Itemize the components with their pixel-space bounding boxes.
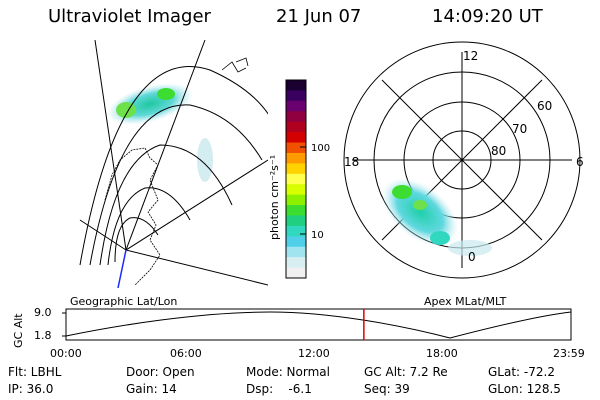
mode-info: Mode: Normal (246, 365, 330, 379)
glat-info: GLat: -72.2 (488, 365, 555, 379)
colorbar-segment (286, 225, 306, 237)
colorbar-segment (286, 205, 306, 216)
colorbar-segment (286, 194, 306, 206)
mlt-6-label: 6 (576, 155, 584, 169)
timeline-tick-1: 06:00 (170, 347, 202, 360)
colorbar-segment (286, 132, 306, 144)
gc-alt-info: GC Alt: 7.2 Re (364, 365, 448, 379)
mag-panel-label: Apex MLat/MLT (424, 295, 507, 308)
filter-info: Flt: LBHL (8, 365, 62, 379)
lat-70-label: 70 (512, 122, 527, 136)
ip-info: IP: 36.0 (8, 382, 54, 396)
instrument-title: Ultraviolet Imager (48, 6, 211, 27)
colorbar-segment (286, 215, 306, 227)
timeline-y-label: GC Alt (12, 313, 25, 348)
door-info: Door: Open (126, 365, 195, 379)
colorbar-segment (286, 257, 306, 269)
mlt-18-label: 18 (344, 155, 359, 169)
colorbar-segment (286, 246, 306, 258)
timeline-tick-3: 18:00 (426, 347, 458, 360)
timeline-y-max: 9.0 (34, 306, 52, 319)
colorbar-segment (286, 142, 306, 154)
dsp-info: Dsp: -6.1 (246, 382, 312, 396)
glon-info: GLon: 128.5 (488, 382, 561, 396)
colorbar-segment (286, 111, 306, 123)
lat-60-label: 60 (537, 99, 552, 113)
date-label: 21 Jun 07 (276, 6, 362, 27)
colorbar-segment (286, 267, 306, 279)
colorbar-tick-100: 100 (311, 143, 330, 154)
colorbar-unit-label: photon cm⁻²s⁻¹ (268, 155, 281, 240)
gain-info: Gain: 14 (126, 382, 177, 396)
mlt-12-label: 12 (463, 49, 478, 63)
timeline-y-min: 1.8 (34, 329, 52, 342)
colorbar-segment (286, 236, 306, 248)
timeline-tick-0: 00:00 (50, 347, 82, 360)
geo-panel-label: Geographic Lat/Lon (70, 295, 178, 308)
colorbar-tick-10: 10 (311, 230, 324, 241)
colorbar-segment (286, 100, 306, 112)
colorbar-segment (286, 163, 306, 175)
timeline-tick-2: 12:00 (298, 347, 330, 360)
colorbar-segment (286, 173, 306, 185)
colorbar-segment (286, 80, 306, 91)
time-label: 14:09:20 UT (432, 6, 543, 27)
colorbar-segment (286, 152, 306, 164)
seq-info: Seq: 39 (364, 382, 410, 396)
mlt-0-label: 0 (468, 250, 476, 264)
colorbar-segment (286, 121, 306, 133)
colorbar-segment (286, 90, 306, 102)
lat-80-label: 80 (491, 144, 506, 158)
colorbar-segment (286, 184, 306, 196)
timeline-tick-4: 23:59 (553, 347, 585, 360)
